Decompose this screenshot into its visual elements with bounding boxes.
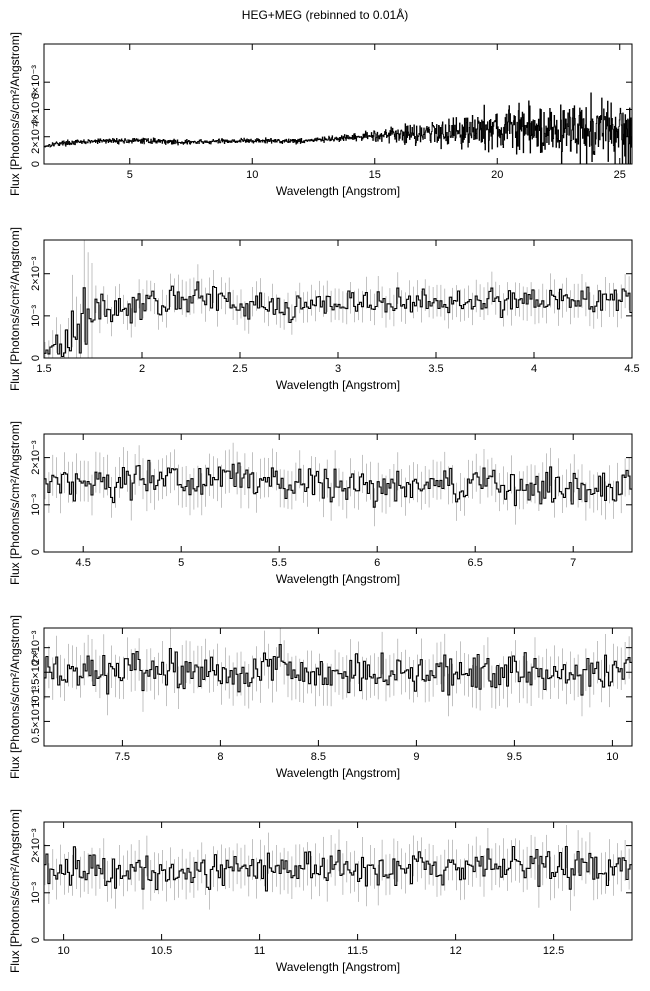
y-tick-label: 10⁻³: [30, 494, 42, 516]
x-tick-label: 5: [178, 557, 184, 569]
spectrum-line: [44, 459, 632, 508]
y-axis-label: Flux [Photons/s/cm²/Angstrom]: [8, 809, 22, 973]
x-tick-label: 12: [449, 945, 461, 957]
y-tick-label: 0: [30, 549, 42, 555]
y-axis-label: Flux [Photons/s/cm²/Angstrom]: [8, 421, 22, 585]
x-tick-label: 11: [254, 945, 265, 957]
spectrum-line: [44, 92, 632, 165]
y-tick-label: 0: [30, 161, 42, 167]
x-tick-label: 6.5: [468, 557, 483, 569]
x-tick-label: 8: [217, 751, 223, 763]
y-tick-label: 2×10⁻³: [30, 119, 42, 154]
x-tick-label: 7: [570, 557, 576, 569]
y-tick-label: 0.5×10⁻³: [30, 699, 42, 743]
x-tick-label: 6: [374, 557, 380, 569]
panel-4: 7.5 8 8.5 9 9.5 10 0.5×10⁻³10⁻³1.5×10⁻³2×10⁻³ W…: [8, 615, 633, 780]
x-tick-label: 11.5: [347, 945, 368, 957]
x-axis-label: Wavelength [Angstrom]: [276, 572, 400, 586]
x-tick-label: 1.5: [36, 363, 51, 375]
x-tick-label: 7.5: [115, 751, 130, 763]
spectrum-line: [44, 281, 632, 358]
panel-1: 5 10 15 20 25 0 2×10⁻³4×10⁻³6×10⁻³ Wavelength […: [8, 32, 633, 198]
x-tick-label: 4: [531, 363, 537, 375]
x-axis-label: Wavelength [Angstrom]: [276, 378, 400, 392]
x-axis-label: Wavelength [Angstrom]: [276, 766, 400, 780]
plot-frame: [43, 43, 633, 165]
y-tick-label: 0: [30, 937, 42, 943]
y-tick-label: 1.5×10⁻³: [30, 650, 42, 694]
x-tick-label: 3.5: [428, 363, 443, 375]
x-tick-label: 20: [491, 169, 503, 181]
y-tick-label: 6×10⁻³: [30, 65, 42, 100]
panel-2: 1.5 2 2.5 3 3.5 4 4.5 0 10⁻³ 2×10⁻³ Wavelength [An…: [8, 227, 640, 392]
x-tick-label: 4.5: [624, 363, 639, 375]
x-tick-label: 2: [139, 363, 145, 375]
y-tick-label: 0: [30, 355, 42, 361]
x-tick-label: 5: [127, 169, 133, 181]
x-tick-label: 10.5: [151, 945, 172, 957]
y-tick-label: 10⁻³: [30, 305, 42, 327]
panel-5: 10 10.5 11 11.5 12 12.5 0 10⁻³ 2×10⁻³ Wavelength …: [8, 809, 633, 974]
x-tick-label: 5.5: [272, 557, 287, 569]
x-tick-label: 4.5: [76, 557, 91, 569]
x-tick-label: 3: [335, 363, 341, 375]
y-axis-label: Flux [Photons/s/cm²/Angstrom]: [8, 615, 22, 779]
x-tick-label: 9.5: [507, 751, 522, 763]
y-axis-label: Flux [Photons/s/cm²/Angstrom]: [8, 227, 22, 391]
x-tick-label: 12.5: [543, 945, 564, 957]
y-tick-label: 10⁻³: [30, 882, 42, 904]
y-tick-label: 4×10⁻³: [30, 92, 42, 127]
x-tick-label: 10: [606, 751, 618, 763]
chart-title: HEG+MEG (rebinned to 0.01Å): [241, 8, 409, 22]
panel-3: 4.5 5 5.5 6 6.5 7 0 10⁻³ 2×10⁻³ Wavelength [Angst…: [8, 421, 633, 586]
x-tick-label: 10: [57, 945, 69, 957]
y-axis-label: Flux [Photons/s/cm²/Angstrom]: [8, 32, 22, 196]
x-axis-label: Wavelength [Angstrom]: [276, 184, 400, 198]
y-tick-label: 10⁻³: [30, 686, 42, 708]
y-tick-label: 2×10⁻³: [30, 256, 42, 291]
x-tick-label: 2.5: [232, 363, 247, 375]
plot-frame: [43, 821, 633, 941]
y-tick-label: 2×10⁻³: [30, 440, 42, 475]
x-tick-label: 8.5: [311, 751, 326, 763]
spectrum-line: [44, 845, 632, 892]
plot-frame: [43, 627, 633, 747]
x-tick-label: 15: [369, 169, 381, 181]
x-axis-label: Wavelength [Angstrom]: [276, 960, 400, 974]
plot-frame: [43, 433, 633, 553]
x-tick-label: 10: [246, 169, 258, 181]
spectrum-line: [44, 644, 632, 696]
x-tick-label: 9: [413, 751, 419, 763]
x-tick-label: 25: [614, 169, 626, 181]
y-tick-label: 2×10⁻³: [30, 630, 42, 665]
y-tick-label: 2×10⁻³: [30, 828, 42, 863]
